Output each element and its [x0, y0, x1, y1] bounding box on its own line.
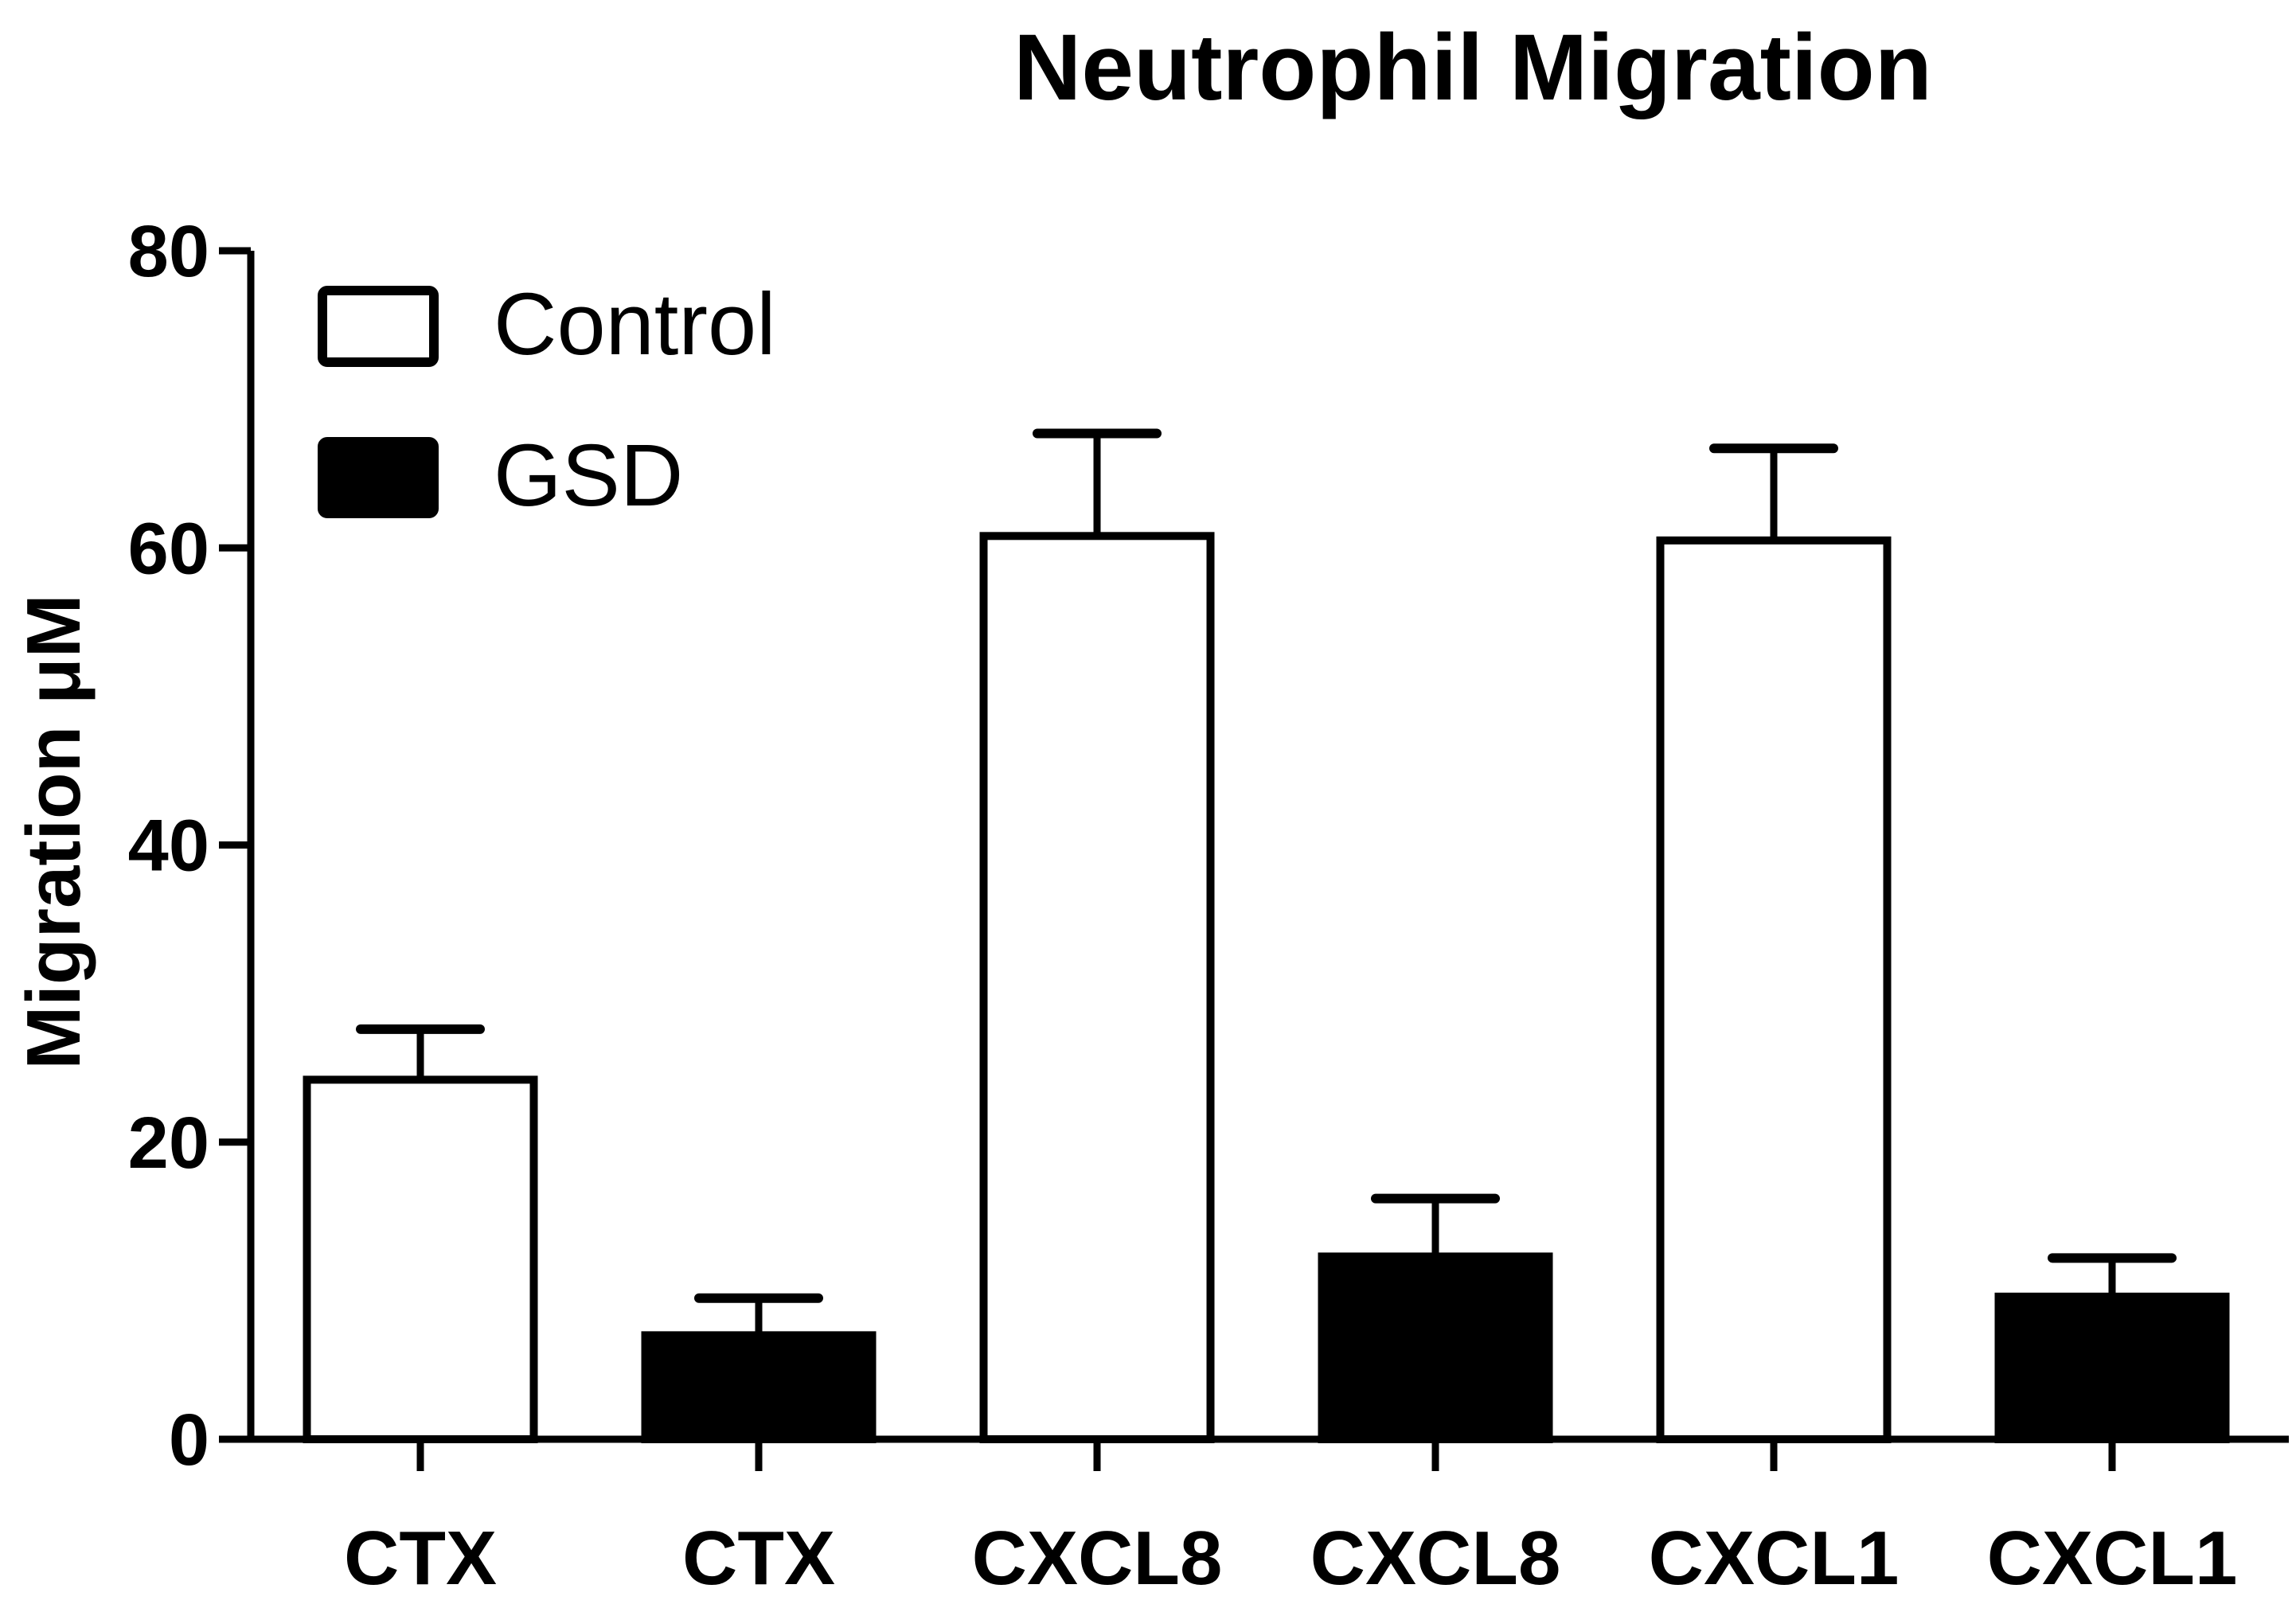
bar-gsd: [1994, 1292, 2230, 1443]
x-tick-label: CXCL8: [972, 1516, 1223, 1601]
y-tick-label: 20: [128, 1103, 209, 1184]
chart-title: Neutrophil Migration: [1013, 15, 1932, 120]
y-tick-label: 60: [128, 508, 209, 589]
x-tick-label: CXCL1: [1987, 1516, 2238, 1601]
bar-gsd: [1318, 1252, 1553, 1444]
y-tick-label: 40: [128, 806, 209, 887]
x-tick-label: CTX: [682, 1516, 835, 1601]
legend: Control GSD: [318, 275, 776, 525]
bar-gsd: [641, 1331, 877, 1444]
legend-label-control: Control: [494, 275, 776, 373]
y-tick-label: 0: [169, 1399, 209, 1481]
x-tick-label: CXCL1: [1649, 1516, 1900, 1601]
x-tick-label: CXCL8: [1310, 1516, 1561, 1601]
legend-swatch-gsd: [318, 437, 439, 518]
legend-label-gsd: GSD: [494, 427, 683, 525]
y-axis-label: Migration μM: [11, 594, 96, 1069]
y-tick-label: 80: [128, 211, 209, 292]
bars-group: [303, 428, 2230, 1444]
bar-control: [1656, 536, 1892, 1444]
bar-control: [303, 1075, 538, 1444]
legend-swatch-control: [318, 286, 439, 367]
bar-control: [979, 532, 1215, 1444]
x-tick-label: CTX: [344, 1516, 497, 1601]
axes: 0 20 40 60 80 CTX CTX CXCL8 CXCL8 CXCL1 CXCL1: [128, 211, 2289, 1601]
